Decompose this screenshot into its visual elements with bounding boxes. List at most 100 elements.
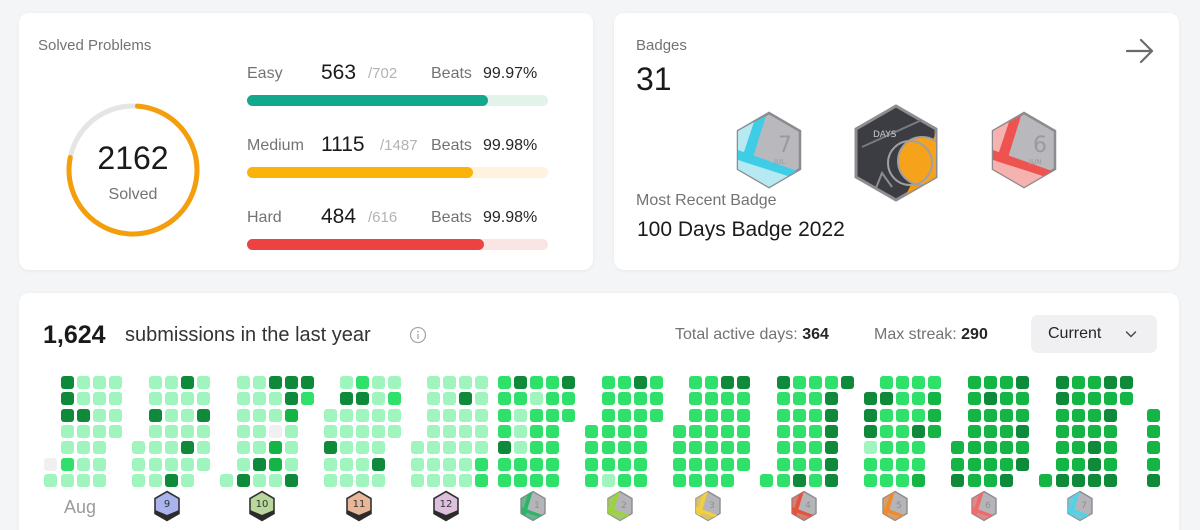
heatmap-day-cell[interactable] [77, 376, 90, 389]
heatmap-day-cell[interactable] [253, 441, 266, 454]
heatmap-day-cell[interactable] [1016, 441, 1029, 454]
heatmap-day-cell[interactable] [514, 425, 527, 438]
heatmap-day-cell[interactable] [1120, 392, 1133, 405]
heatmap-day-cell[interactable] [269, 392, 282, 405]
heatmap-day-cell[interactable] [618, 425, 631, 438]
heatmap-day-cell[interactable] [562, 392, 575, 405]
heatmap-day-cell[interactable] [181, 376, 194, 389]
heatmap-day-cell[interactable] [93, 458, 106, 471]
heatmap-day-cell[interactable] [546, 441, 559, 454]
heatmap-day-cell[interactable] [721, 409, 734, 422]
heatmap-day-cell[interactable] [181, 441, 194, 454]
heatmap-day-cell[interactable] [793, 474, 806, 487]
heatmap-day-cell[interactable] [498, 441, 511, 454]
heatmap-day-cell[interactable] [825, 392, 838, 405]
heatmap-day-cell[interactable] [372, 392, 385, 405]
heatmap-day-cell[interactable] [912, 376, 925, 389]
heatmap-day-cell[interactable] [928, 392, 941, 405]
heatmap-day-cell[interactable] [498, 376, 511, 389]
heatmap-day-cell[interactable] [546, 409, 559, 422]
heatmap-day-cell[interactable] [1056, 392, 1069, 405]
heatmap-day-cell[interactable] [650, 376, 663, 389]
heatmap-day-cell[interactable] [793, 392, 806, 405]
heatmap-day-cell[interactable] [443, 376, 456, 389]
heatmap-day-cell[interactable] [1000, 474, 1013, 487]
heatmap-day-cell[interactable] [459, 392, 472, 405]
heatmap-day-cell[interactable] [443, 425, 456, 438]
heatmap-day-cell[interactable] [673, 458, 686, 471]
heatmap-day-cell[interactable] [1147, 458, 1160, 471]
heatmap-day-cell[interactable] [825, 458, 838, 471]
heatmap-day-cell[interactable] [44, 458, 57, 471]
heatmap-day-cell[interactable] [705, 425, 718, 438]
heatmap-day-cell[interactable] [968, 392, 981, 405]
heatmap-day-cell[interactable] [562, 376, 575, 389]
heatmap-day-cell[interactable] [968, 425, 981, 438]
heatmap-day-cell[interactable] [475, 392, 488, 405]
heatmap-day-cell[interactable] [372, 458, 385, 471]
heatmap-day-cell[interactable] [459, 474, 472, 487]
heatmap-day-cell[interactable] [912, 392, 925, 405]
heatmap-day-cell[interactable] [1016, 458, 1029, 471]
heatmap-day-cell[interactable] [530, 441, 543, 454]
heatmap-day-cell[interactable] [237, 474, 250, 487]
heatmap-day-cell[interactable] [220, 474, 233, 487]
heatmap-day-cell[interactable] [1072, 474, 1085, 487]
heatmap-day-cell[interactable] [372, 376, 385, 389]
heatmap-day-cell[interactable] [149, 474, 162, 487]
heatmap-day-cell[interactable] [546, 376, 559, 389]
heatmap-day-cell[interactable] [705, 392, 718, 405]
heatmap-day-cell[interactable] [93, 409, 106, 422]
heatmap-day-cell[interactable] [93, 474, 106, 487]
heatmap-day-cell[interactable] [443, 392, 456, 405]
heatmap-day-cell[interactable] [459, 409, 472, 422]
heatmap-day-cell[interactable] [514, 392, 527, 405]
heatmap-day-cell[interactable] [618, 474, 631, 487]
heatmap-day-cell[interactable] [253, 376, 266, 389]
heatmap-day-cell[interactable] [705, 376, 718, 389]
heatmap-day-cell[interactable] [928, 376, 941, 389]
heatmap-day-cell[interactable] [864, 392, 877, 405]
heatmap-day-cell[interactable] [585, 458, 598, 471]
heatmap-day-cell[interactable] [77, 409, 90, 422]
heatmap-day-cell[interactable] [427, 409, 440, 422]
heatmap-day-cell[interactable] [165, 409, 178, 422]
heatmap-day-cell[interactable] [968, 458, 981, 471]
heatmap-day-cell[interactable] [825, 441, 838, 454]
heatmap-day-cell[interactable] [427, 376, 440, 389]
heatmap-day-cell[interactable] [705, 409, 718, 422]
heatmap-day-cell[interactable] [285, 376, 298, 389]
heatmap-day-cell[interactable] [864, 458, 877, 471]
heatmap-day-cell[interactable] [737, 392, 750, 405]
heatmap-day-cell[interactable] [197, 425, 210, 438]
heatmap-day-cell[interactable] [896, 425, 909, 438]
heatmap-day-cell[interactable] [443, 441, 456, 454]
heatmap-day-cell[interactable] [864, 425, 877, 438]
heatmap-day-cell[interactable] [165, 392, 178, 405]
heatmap-day-cell[interactable] [1056, 474, 1069, 487]
heatmap-day-cell[interactable] [61, 376, 74, 389]
monthly-badge-icon[interactable]: 10 [248, 490, 276, 522]
heatmap-day-cell[interactable] [459, 458, 472, 471]
monthly-badge-icon[interactable]: 6 [970, 490, 998, 522]
heatmap-day-cell[interactable] [602, 409, 615, 422]
heatmap-day-cell[interactable] [93, 392, 106, 405]
heatmap-day-cell[interactable] [301, 392, 314, 405]
heatmap-day-cell[interactable] [1016, 376, 1029, 389]
heatmap-day-cell[interactable] [93, 425, 106, 438]
heatmap-day-cell[interactable] [285, 425, 298, 438]
heatmap-day-cell[interactable] [237, 425, 250, 438]
heatmap-day-cell[interactable] [109, 409, 122, 422]
heatmap-day-cell[interactable] [673, 474, 686, 487]
heatmap-day-cell[interactable] [77, 425, 90, 438]
heatmap-day-cell[interactable] [498, 409, 511, 422]
heatmap-day-cell[interactable] [809, 392, 822, 405]
heatmap-day-cell[interactable] [165, 458, 178, 471]
heatmap-day-cell[interactable] [443, 409, 456, 422]
heatmap-day-cell[interactable] [285, 474, 298, 487]
heatmap-day-cell[interactable] [285, 458, 298, 471]
heatmap-day-cell[interactable] [356, 376, 369, 389]
heatmap-day-cell[interactable] [737, 376, 750, 389]
heatmap-day-cell[interactable] [864, 474, 877, 487]
heatmap-day-cell[interactable] [93, 376, 106, 389]
